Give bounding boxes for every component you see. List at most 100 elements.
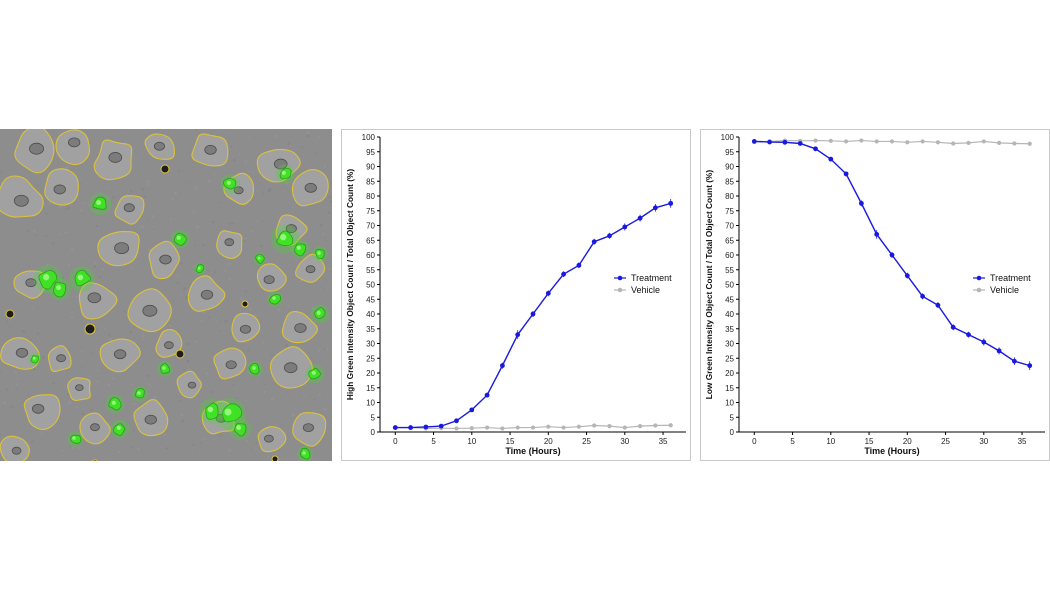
data-point-treatment — [622, 224, 628, 230]
x-tick-label: 25 — [582, 437, 591, 446]
texture-speck — [151, 161, 153, 163]
texture-speck — [112, 196, 115, 199]
texture-speck — [192, 210, 196, 214]
texture-speck — [132, 383, 135, 385]
texture-speck — [146, 180, 150, 183]
cell-nucleus — [283, 362, 298, 374]
y-tick-label: 60 — [366, 251, 375, 260]
texture-speck — [95, 154, 98, 157]
texture-speck — [75, 295, 79, 298]
x-tick-label: 0 — [752, 437, 757, 446]
data-point-treatment — [637, 215, 643, 221]
texture-speck — [250, 401, 252, 403]
texture-speck — [247, 349, 250, 352]
texture-speck — [51, 267, 54, 270]
texture-speck — [21, 330, 25, 333]
x-tick-label: 15 — [506, 437, 515, 446]
rounded-cell-dark — [241, 300, 249, 308]
cell-microscopy-image — [0, 129, 332, 461]
data-point-vehicle — [500, 426, 505, 431]
y-tick-label: 75 — [366, 207, 375, 216]
texture-speck — [261, 341, 264, 344]
cell-nucleus — [263, 434, 274, 443]
texture-speck — [299, 279, 303, 283]
texture-speck — [316, 147, 318, 149]
texture-speck — [43, 236, 46, 238]
data-point-treatment — [782, 139, 788, 145]
cell-nucleus — [114, 242, 130, 255]
texture-speck — [209, 400, 211, 402]
x-tick-label: 10 — [467, 437, 476, 446]
texture-speck — [328, 196, 331, 199]
texture-speck — [55, 154, 58, 156]
texture-speck — [228, 449, 231, 452]
texture-speck — [132, 429, 135, 432]
texture-speck — [95, 348, 98, 350]
cell-outline — [55, 129, 90, 166]
texture-speck — [46, 235, 48, 238]
texture-speck — [37, 269, 40, 272]
cell-nucleus — [68, 137, 81, 148]
green-highlight — [281, 170, 286, 175]
texture-speck — [59, 205, 62, 208]
x-tick-label: 35 — [1018, 437, 1027, 446]
x-tick-label: 5 — [790, 437, 795, 446]
data-point-treatment — [515, 332, 521, 338]
texture-speck — [188, 453, 190, 455]
texture-speck — [103, 327, 107, 330]
texture-speck — [68, 252, 70, 254]
y-tick-label: 65 — [366, 236, 375, 245]
data-point-vehicle — [1027, 141, 1032, 146]
texture-speck — [89, 375, 92, 378]
texture-speck — [151, 214, 155, 218]
texture-speck — [58, 233, 61, 236]
texture-speck — [68, 401, 71, 404]
texture-speck — [90, 408, 93, 412]
texture-speck — [10, 405, 14, 408]
texture-speck — [256, 219, 259, 223]
texture-speck — [82, 201, 85, 205]
texture-speck — [213, 172, 216, 175]
legend-swatch-marker — [976, 275, 982, 281]
y-tick-label: 25 — [366, 354, 375, 363]
legend-swatch-marker — [617, 287, 623, 293]
texture-speck — [101, 268, 104, 271]
texture-speck — [327, 211, 331, 214]
texture-speck — [32, 367, 36, 371]
data-point-treatment — [904, 273, 910, 279]
texture-speck — [260, 244, 263, 247]
texture-speck — [270, 353, 273, 356]
texture-speck — [151, 228, 154, 231]
texture-speck — [187, 367, 190, 370]
texture-speck — [117, 450, 121, 454]
texture-speck — [192, 443, 194, 446]
data-point-vehicle — [920, 139, 925, 144]
data-point-treatment — [767, 139, 772, 145]
texture-speck — [328, 268, 332, 271]
texture-speck — [143, 332, 145, 334]
data-point-vehicle — [828, 138, 833, 143]
cell-nucleus — [163, 341, 174, 350]
data-point-vehicle — [607, 424, 612, 429]
texture-speck — [224, 319, 228, 323]
texture-speck — [8, 407, 11, 409]
data-point-treatment — [469, 407, 475, 413]
texture-speck — [137, 447, 140, 451]
texture-speck — [90, 352, 93, 355]
texture-speck — [130, 266, 134, 269]
texture-speck — [130, 190, 133, 193]
texture-speck — [143, 195, 146, 198]
y-tick-label: 30 — [366, 340, 375, 349]
data-point-vehicle — [813, 138, 818, 143]
texture-speck — [193, 244, 196, 247]
texture-speck — [5, 320, 8, 323]
data-point-treatment — [966, 332, 971, 338]
texture-speck — [47, 429, 49, 432]
texture-speck — [274, 335, 276, 338]
cell-nucleus — [273, 158, 288, 170]
texture-speck — [87, 202, 90, 204]
texture-speck — [329, 200, 332, 204]
texture-speck — [81, 412, 84, 415]
green-highlight — [257, 256, 261, 260]
texture-speck — [292, 260, 294, 263]
